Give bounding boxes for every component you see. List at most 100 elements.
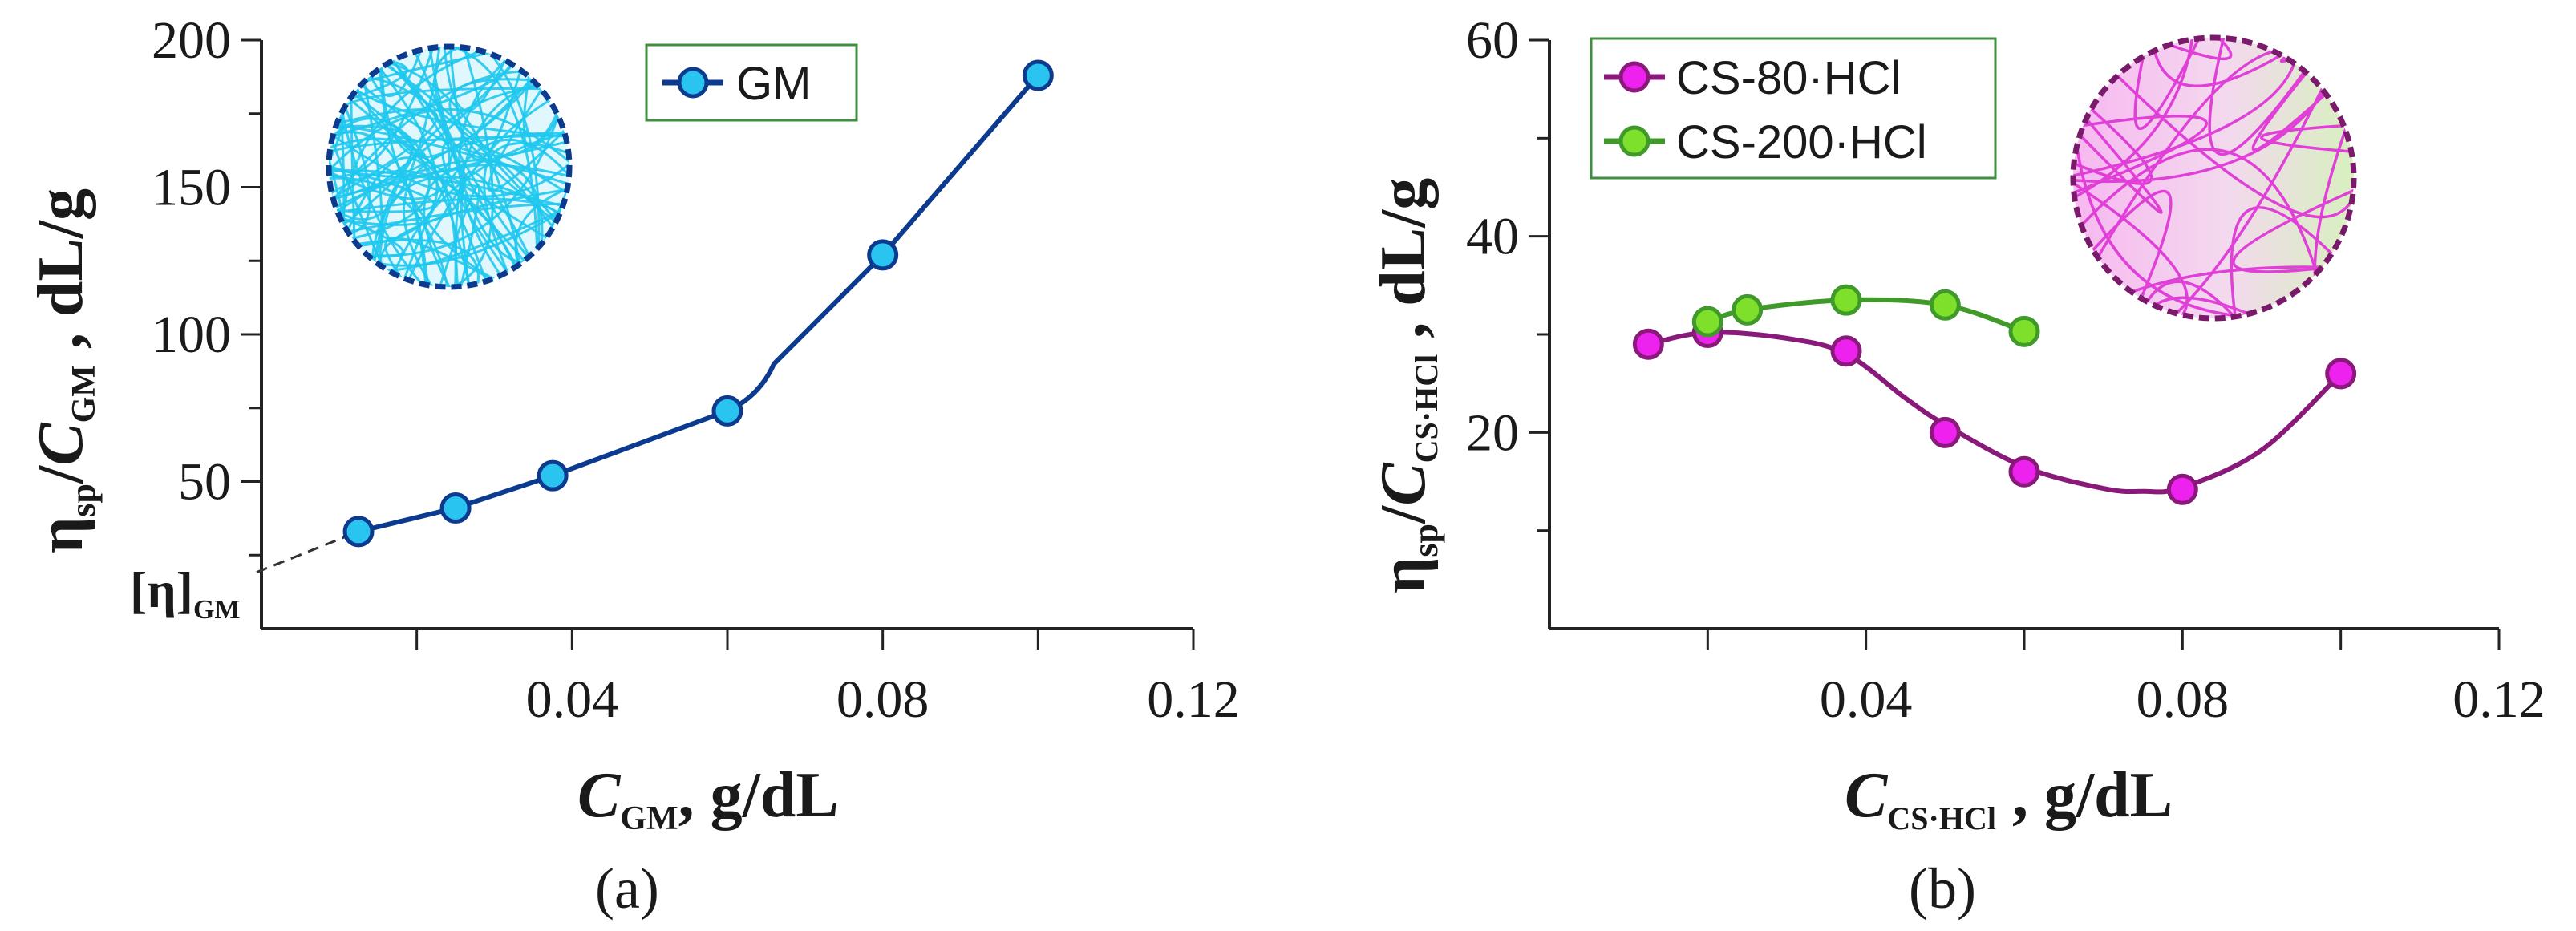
- inset-a-fiber: [339, 102, 430, 287]
- data-point-cs-200-hcl: [1929, 289, 1961, 321]
- inset-b-fiber: [2251, 66, 2332, 152]
- panel-b-x-tick-label: 0.04: [1820, 670, 1913, 729]
- legend-cs80-marker: [1618, 61, 1651, 93]
- panel-a-y-tick-label: 200: [152, 11, 231, 70]
- inset-a-fiber: [329, 108, 569, 178]
- inset-a-fiber: [401, 138, 569, 285]
- inset-a-fiber: [458, 55, 512, 281]
- panel-a-y-tick-label: 150: [152, 159, 231, 217]
- panel-b-x-tick-label: 0.12: [2452, 670, 2546, 729]
- panel-a-x-axis-title: CGM, g/dL: [577, 760, 839, 837]
- inset-a-fiber: [329, 164, 435, 213]
- panel-b-y-tick-label: 20: [1466, 403, 1519, 462]
- intrinsic-viscosity-label: [η]GM: [130, 561, 241, 625]
- inset-a-fiber: [329, 169, 520, 273]
- panel-b-y-tick-label: 60: [1466, 11, 1519, 70]
- legend-cs200-marker: [1618, 125, 1651, 157]
- series-line-cs-80-hcl: [1647, 330, 2343, 495]
- panel-b-y-axis-title: ηsp/CCS·HCl , dL/g: [1368, 178, 1445, 593]
- data-point-cs-200-hcl: [1830, 284, 1862, 316]
- data-point-cs-80-hcl: [2166, 473, 2198, 505]
- inset-b-fiber: [2073, 55, 2298, 179]
- inset-a-fiber: [448, 47, 524, 161]
- panel-a-y-axis-title: ηsp/CGM , dL/g: [26, 188, 103, 553]
- panel-a-legend: GM: [645, 43, 858, 122]
- inset-a-fiber: [370, 176, 566, 267]
- data-point-gm: [867, 239, 899, 271]
- inset-b-fiber: [2151, 43, 2289, 87]
- inset-b-fiber: [2073, 114, 2208, 197]
- data-point-cs-80-hcl: [2008, 455, 2040, 488]
- inset-a-fiber: [344, 94, 529, 267]
- inset-b-fiber: [2073, 85, 2330, 184]
- inset-b-fiber: [2133, 38, 2205, 131]
- inset-b-fiber: [2073, 128, 2262, 318]
- extrapolation-dashed-line: [256, 530, 359, 573]
- data-point-cs-200-hcl: [2008, 315, 2040, 347]
- data-point-cs-200-hcl: [1691, 306, 1723, 338]
- panel-a-x-tick-label: 0.04: [526, 670, 619, 729]
- panel-b-y-tick-label: 40: [1466, 208, 1519, 266]
- inset-a-fiber: [522, 69, 564, 149]
- inset-a-fiber: [431, 47, 539, 257]
- inset-b-fiber: [2073, 177, 2189, 318]
- inset-a-fiber: [423, 164, 569, 287]
- panel-b-series: [1632, 284, 2357, 505]
- inset-a-fiber: [334, 55, 464, 226]
- data-point-gm: [342, 516, 375, 548]
- inset-a-fiber: [358, 107, 562, 257]
- inset-b-fiber: [2260, 123, 2354, 154]
- data-point-gm: [537, 459, 569, 492]
- panel-a-network-inset: [326, 43, 573, 290]
- inset-b-fiber: [2092, 47, 2286, 265]
- panel-b-x-tick-label: 0.08: [2137, 670, 2230, 729]
- panel-b-network-inset: [2070, 34, 2357, 322]
- inset-a-fiber: [377, 83, 546, 272]
- inset-a-fiber: [343, 156, 472, 287]
- series-line-gm: [358, 74, 1040, 534]
- data-point-cs-80-hcl: [1830, 335, 1862, 367]
- panel-b-ticks: 0.04 0.08 0.12 20 40 60: [1466, 11, 2546, 729]
- panel-a-chart: 0.04 0.08 0.12 50 100 150 200 GM [η]GM CGM, g/…: [26, 11, 1240, 921]
- inset-b-fiber: [2073, 38, 2195, 203]
- inset-a-fiber: [359, 266, 375, 271]
- inset-b-fiber: [2230, 206, 2338, 318]
- inset-a-fiber: [487, 83, 569, 192]
- inset-a-fiber: [514, 184, 569, 272]
- inset-b-fiber: [2158, 38, 2233, 61]
- data-point-gm: [711, 395, 743, 427]
- panel-a-x-tick-label: 0.08: [836, 670, 930, 729]
- panel-a-series: [256, 59, 1054, 573]
- inset-b-fiber: [2169, 81, 2327, 318]
- data-point-gm: [1022, 59, 1054, 91]
- inset-a-fiber: [340, 47, 491, 233]
- panel-b-label: (b): [1909, 856, 1976, 921]
- panel-b-x-axis-title: CCS·HCl , g/dL: [1845, 760, 2173, 836]
- panel-a-label: (a): [595, 856, 659, 921]
- inset-b-fiber: [2087, 189, 2173, 306]
- inset-a-fiber: [427, 47, 534, 264]
- inset-a-fiber: [329, 47, 437, 178]
- data-point-cs-80-hcl: [1929, 416, 1961, 448]
- panel-a-x-tick-label: 0.12: [1147, 670, 1240, 729]
- legend-gm-label: GM: [736, 58, 811, 110]
- inset-b-fiber: [2123, 265, 2331, 297]
- inset-a-fiber: [329, 176, 450, 287]
- data-point-gm: [439, 492, 472, 524]
- panel-b-legend: CS-80·HCl CS-200·HCl: [1590, 37, 1997, 180]
- legend-cs200-label: CS-200·HCl: [1676, 116, 1927, 168]
- inset-a-fiber: [355, 80, 553, 242]
- panel-a-ticks: 0.04 0.08 0.12 50 100 150 200: [152, 11, 1240, 729]
- legend-cs80-label: CS-80·HCl: [1676, 52, 1901, 104]
- data-point-cs-80-hcl: [1632, 328, 1664, 360]
- data-point-cs-200-hcl: [1732, 293, 1764, 326]
- inset-a-fiber: [329, 70, 533, 207]
- panel-a-y-tick-label: 100: [152, 306, 231, 364]
- inset-a-fiber: [350, 63, 439, 248]
- inset-a-fiber: [441, 138, 569, 278]
- data-point-cs-80-hcl: [2325, 358, 2357, 390]
- inset-a-fiber: [355, 79, 561, 157]
- legend-gm-marker: [677, 67, 709, 99]
- panel-a-y-tick-label: 50: [178, 453, 231, 512]
